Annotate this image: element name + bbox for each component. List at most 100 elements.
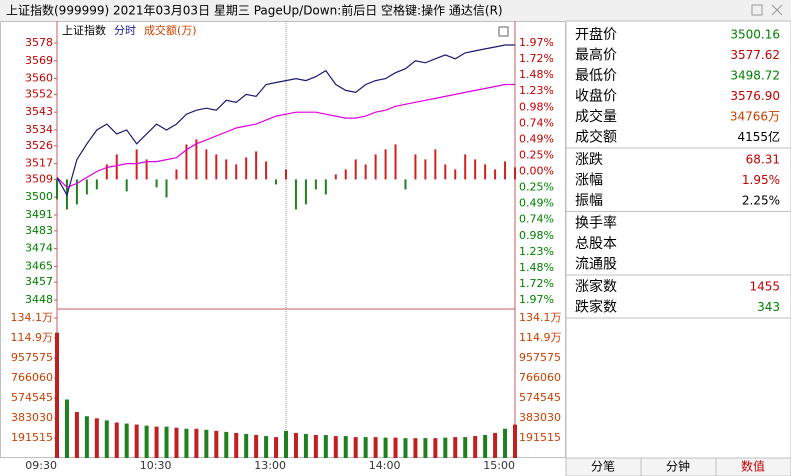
volume-bar <box>363 437 368 458</box>
volume-bar <box>274 437 279 458</box>
price-tick-label: 3526 <box>25 139 53 152</box>
info-label: 总股本 <box>575 236 617 252</box>
price-tick-label: 3534 <box>25 123 53 136</box>
info-label: 最高价 <box>575 47 617 64</box>
close-button[interactable] <box>771 4 783 16</box>
average-line <box>56 83 515 189</box>
info-label: 开盘价 <box>575 26 617 43</box>
volume-bar <box>443 437 448 458</box>
volume-bar <box>204 429 209 458</box>
pct-tick-label: 0.00% <box>519 165 554 178</box>
toggle-icon[interactable] <box>498 26 509 37</box>
pct-tick-label: 1.72% <box>519 52 554 65</box>
time-label: 09:30 <box>25 459 57 472</box>
volume-tick-label: 114.9万 <box>11 331 54 344</box>
pct-tick-label: 0.25% <box>519 148 554 161</box>
volume-tick-label: 191515 <box>11 431 53 444</box>
price-tick-label: 3474 <box>25 242 53 255</box>
tab-label[interactable]: 分笔 <box>591 459 615 474</box>
info-value: 343 <box>757 300 780 314</box>
info-panel <box>565 20 791 476</box>
price-tick-label: 3560 <box>25 72 53 85</box>
volume-bar <box>323 435 328 458</box>
volume-bar <box>74 412 79 458</box>
volume-tick-label: 574545 <box>11 391 53 404</box>
volume-bar <box>403 438 408 458</box>
volume-bar <box>433 438 438 458</box>
volume-bar <box>104 420 109 458</box>
volume-bar <box>393 437 398 458</box>
info-label: 成交量 <box>575 108 617 125</box>
volume-bar <box>84 416 89 458</box>
volume-bar <box>144 425 149 458</box>
volume-bar <box>64 399 69 458</box>
volume-bar <box>303 433 308 458</box>
volume-bar <box>134 424 139 458</box>
price-tick-label: 3543 <box>25 105 53 118</box>
volume-tick-label: 134.1万 <box>11 311 54 324</box>
legend-item: 成交额(万) <box>144 23 197 37</box>
volume-bar <box>94 418 99 458</box>
time-label: 14:00 <box>369 459 401 472</box>
maximize-button[interactable] <box>751 4 763 16</box>
volume-bar <box>114 422 119 458</box>
pct-tick-label: 1.48% <box>519 261 554 274</box>
time-label: 15:00 <box>483 459 515 472</box>
title: 上证指数(999999) 2021年03月03日 星期三 PageUp/Down… <box>6 3 503 18</box>
pct-tick-label: 0.98% <box>519 100 554 113</box>
volume-bar <box>244 433 249 458</box>
volume-bar <box>293 432 298 458</box>
volume-bar <box>214 430 219 458</box>
volume-tick-label: 191515 <box>519 431 561 444</box>
volume-bar <box>513 424 517 458</box>
pct-tick-label: 1.97% <box>519 36 554 49</box>
volume-bar <box>373 437 378 458</box>
volume-bar <box>343 436 348 458</box>
pct-tick-label: 0.49% <box>519 132 554 145</box>
volume-bar <box>264 436 269 458</box>
price-tick-label: 3500 <box>25 190 53 203</box>
volume-bar <box>174 427 179 458</box>
tab[interactable] <box>715 457 791 476</box>
info-rows: 开盘价 3500.16 最高价 3577.62 最低价 3498.72 收盘价 3576.90… <box>566 26 791 319</box>
info-label: 流通股 <box>575 257 617 273</box>
volume-tick-label: 114.9万 <box>519 331 562 344</box>
price-tick-label: 3448 <box>25 293 53 306</box>
volume-tick-label: 957575 <box>11 351 53 364</box>
volume-bar <box>333 436 338 458</box>
volume-bar <box>453 437 458 458</box>
pct-tick-label: 1.23% <box>519 84 554 97</box>
pct-tick-label: 0.74% <box>519 116 554 129</box>
price-tick-label: 3569 <box>25 54 53 67</box>
legend-item: 上证指数 <box>62 23 106 37</box>
info-label: 跌家数 <box>575 299 617 316</box>
volume-bar <box>124 423 129 458</box>
price-line <box>56 44 515 197</box>
info-value: 1.95% <box>742 173 780 187</box>
volume-bar <box>184 428 189 458</box>
volume-bar <box>55 332 59 458</box>
volume-bar <box>234 432 239 458</box>
volume-bar <box>503 428 508 458</box>
volume-bar <box>493 432 498 458</box>
price-tick-label: 3457 <box>25 275 53 288</box>
price-tick-label: 3483 <box>25 224 53 237</box>
volume-tick-label: 766060 <box>11 371 53 384</box>
volume-bar <box>413 438 418 458</box>
price-tick-label: 3465 <box>25 259 53 272</box>
volume-bar <box>284 430 288 458</box>
pct-tick-label: 1.97% <box>519 293 554 306</box>
volume-tick-label: 134.1万 <box>519 311 562 324</box>
pct-tick-label: 0.74% <box>519 213 554 226</box>
volume-bar <box>164 426 169 458</box>
volume-bar <box>473 436 478 458</box>
volume-tick-label: 766060 <box>519 371 561 384</box>
price-tick-label: 3491 <box>25 208 53 221</box>
volume-bar <box>383 437 388 458</box>
volume-tick-label: 957575 <box>519 351 561 364</box>
info-label: 涨跌 <box>575 152 603 168</box>
tab-label[interactable]: 数值 <box>741 459 765 474</box>
tab-label[interactable]: 分钟 <box>666 459 690 474</box>
volume-bar <box>483 435 488 458</box>
